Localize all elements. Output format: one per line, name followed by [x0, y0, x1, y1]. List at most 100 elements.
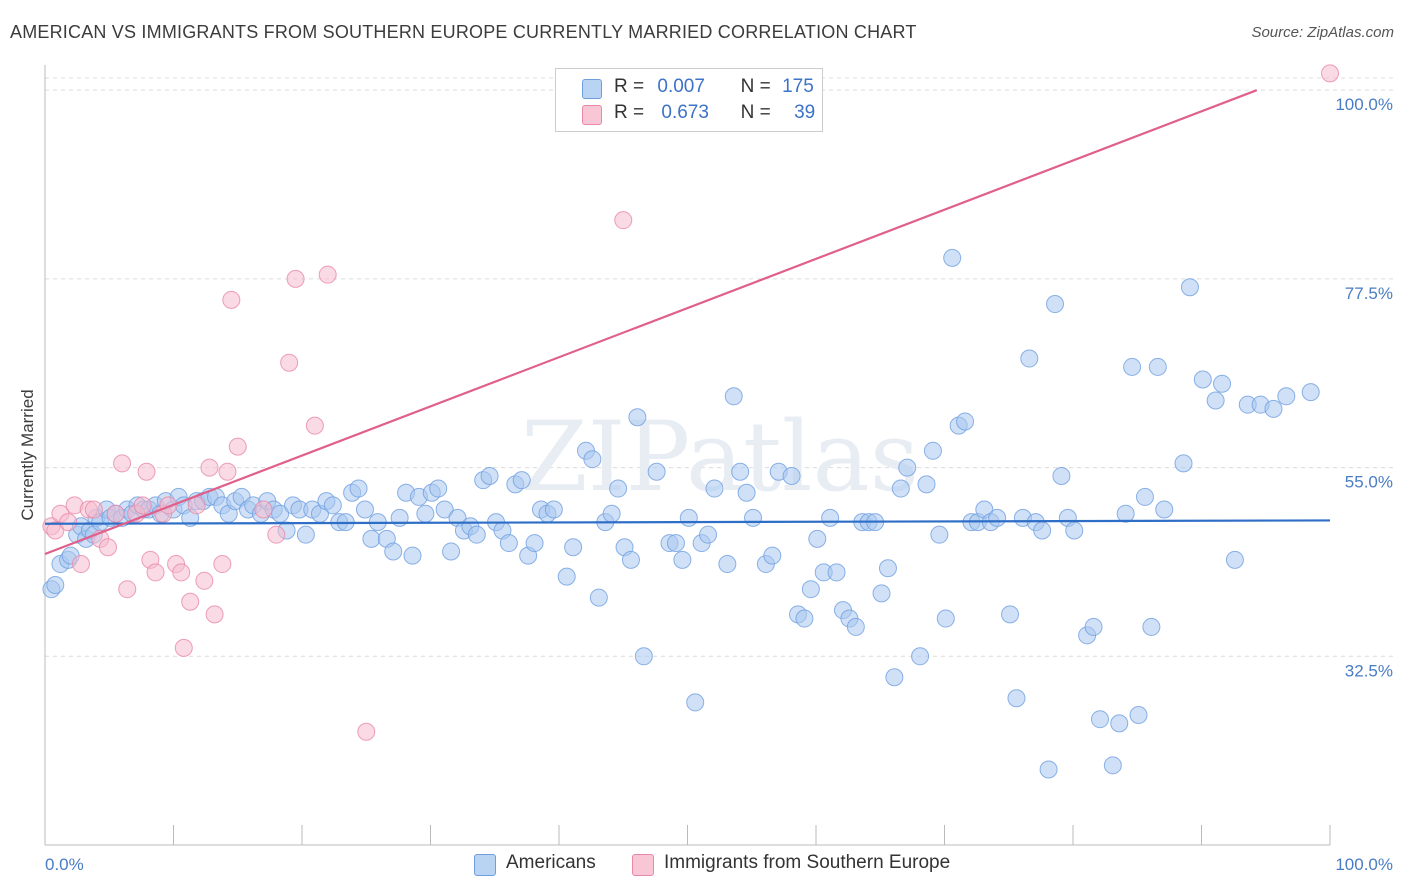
american-point: [795, 609, 814, 628]
american-point: [763, 546, 782, 565]
american-point: [878, 559, 897, 578]
immigrant-point: [84, 500, 103, 519]
immigrant-point: [305, 416, 324, 435]
american-point: [1033, 521, 1052, 540]
american-point: [467, 525, 486, 544]
label-layer: 32.5% 55.0% 77.5% 100.0% 0.0% 100.0%: [45, 95, 1393, 874]
american-point: [1001, 605, 1020, 624]
american-point: [1065, 521, 1084, 540]
r-label: R =: [614, 102, 645, 123]
american-point: [1206, 391, 1225, 410]
immigrant-point: [137, 462, 156, 481]
american-point: [647, 462, 666, 481]
n-value: 39: [794, 102, 816, 123]
immigrant-point: [181, 592, 200, 611]
americans-trend-line: [44, 519, 1331, 525]
american-point: [737, 483, 756, 502]
american-point: [1148, 357, 1167, 376]
american-point: [355, 500, 374, 519]
immigrant-point: [200, 458, 219, 477]
american-point: [564, 538, 583, 557]
american-point: [1155, 500, 1174, 519]
american-point: [589, 588, 608, 607]
trend-layer: [44, 89, 1331, 555]
immigrant-point: [286, 269, 305, 288]
immigrant-point: [133, 496, 152, 515]
immigrant-point: [98, 538, 117, 557]
american-point: [349, 479, 368, 498]
immigrants-trend-line: [44, 89, 1258, 555]
american-point: [435, 500, 454, 519]
american-point: [384, 542, 403, 561]
grid-layer: [45, 77, 1395, 657]
immigrant-point: [280, 353, 299, 372]
american-point: [1110, 714, 1129, 733]
immigrant-point: [205, 605, 224, 624]
american-point: [296, 525, 315, 544]
american-point: [872, 584, 891, 603]
american-point: [442, 542, 461, 561]
american-point: [699, 525, 718, 544]
american-point: [1142, 617, 1161, 636]
pink-swatch: [582, 105, 602, 125]
immigrant-point: [218, 462, 237, 481]
american-point: [1180, 278, 1199, 297]
legend-stats: R = 0.673 N = 39: [614, 102, 815, 124]
american-point: [480, 466, 499, 485]
american-point: [744, 508, 763, 527]
immigrant-point: [174, 638, 193, 657]
american-point: [634, 647, 653, 666]
american-point: [1129, 706, 1148, 724]
american-point: [1084, 617, 1103, 636]
immigrant-point: [113, 454, 132, 473]
american-point: [583, 450, 602, 469]
american-point: [628, 408, 647, 427]
american-point: [827, 563, 846, 582]
n-label: N =: [740, 76, 771, 97]
american-point: [898, 458, 917, 477]
r-value: 0.673: [661, 102, 709, 123]
american-point: [1052, 466, 1071, 485]
y-tick-label: 77.5%: [1345, 284, 1393, 303]
american-point: [609, 479, 628, 498]
legend-stats: R = 0.007 N = 175: [614, 76, 814, 98]
american-point: [801, 580, 820, 599]
immigrant-point: [222, 290, 241, 309]
immigrant-point: [357, 722, 376, 741]
y-tick-label: 55.0%: [1345, 473, 1393, 492]
american-point: [1135, 487, 1154, 506]
american-point: [891, 479, 910, 498]
pink-swatch: [632, 854, 654, 876]
american-point: [956, 412, 975, 431]
american-point: [1020, 349, 1039, 368]
immigrant-point: [172, 563, 191, 582]
american-point: [1116, 504, 1135, 523]
american-point: [499, 534, 518, 553]
american-point: [1103, 756, 1122, 775]
y-tick-label: 32.5%: [1345, 661, 1393, 680]
american-point: [512, 471, 531, 490]
american-point: [724, 387, 743, 406]
immigrant-point: [318, 265, 337, 284]
immigrant-point: [106, 504, 125, 523]
immigrant-point: [213, 555, 232, 574]
correlation-legend: R = 0.007 N = 175 R = 0.673 N = 39: [555, 68, 823, 132]
american-point: [686, 693, 705, 712]
american-point: [429, 479, 448, 498]
american-point: [403, 546, 422, 565]
american-point: [911, 647, 930, 666]
american-point: [1301, 383, 1320, 402]
immigrant-point: [159, 496, 178, 515]
x-tick-label: 100.0%: [1335, 855, 1393, 874]
american-point: [544, 500, 563, 519]
series-name: Americans: [506, 852, 596, 873]
american-point: [1046, 295, 1065, 314]
american-point: [46, 576, 65, 594]
american-point: [621, 550, 640, 569]
american-point: [1277, 387, 1296, 406]
immigrant-point: [228, 437, 247, 456]
american-point: [1174, 454, 1193, 473]
immigrant-point: [254, 500, 273, 519]
n-value: 175: [782, 76, 814, 97]
